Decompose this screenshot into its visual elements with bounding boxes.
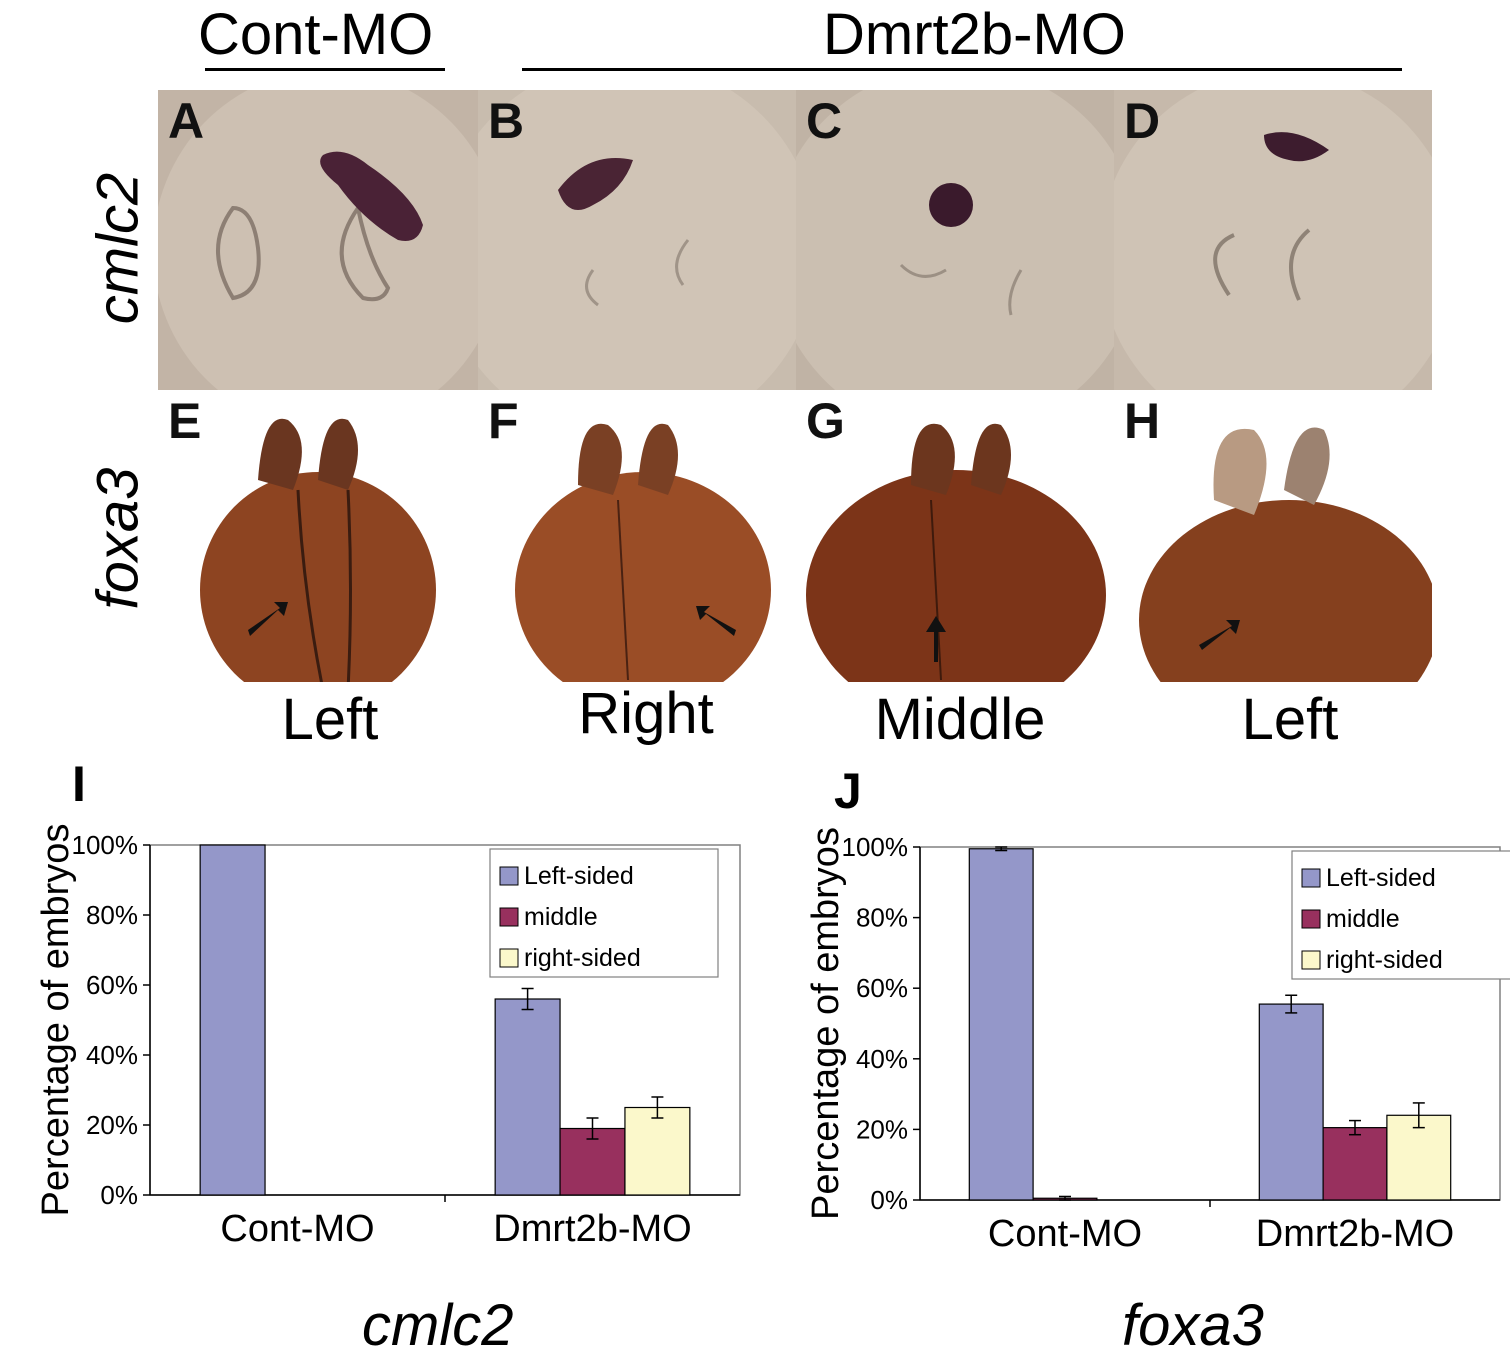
bar-chart-foxa3: Percentage of embryos 0% 20% 40% 60% 80% 100% C… — [805, 827, 1510, 1255]
side-label-h: Left — [1241, 687, 1339, 752]
chart-letter-i: I — [72, 756, 86, 812]
group-rule-cont-mo — [205, 68, 445, 71]
x-category-label-i-0: Cont-MO — [220, 1208, 374, 1250]
bar-chart-cmlc2: Percentage of embryos 0% 20% 40% 60% 80% 100% C… — [35, 824, 741, 1250]
panel-letter-d: D — [1124, 93, 1161, 149]
group-title-dmrt2b-mo: Dmrt2b-MO — [823, 2, 1126, 67]
panel-letter-b: B — [488, 93, 525, 149]
ylabel-j: Percentage of embryos — [805, 827, 847, 1220]
y-tick-label-j-1: 20% — [856, 1114, 908, 1144]
legend-box-i — [489, 848, 719, 978]
legend-swatch-j-1 — [1301, 909, 1321, 929]
x-category-label-j-0: Cont-MO — [988, 1213, 1142, 1255]
y-tick-label-j-4: 80% — [856, 903, 908, 933]
group-rule-dmrt2b-mo — [522, 68, 1402, 71]
row-label-cmlc2: cmlc2 — [85, 172, 151, 325]
group-title-cont-mo: Cont-MO — [198, 2, 434, 67]
bar-i-1-2 — [624, 1106, 691, 1196]
row-label-foxa3: foxa3 — [85, 467, 151, 610]
ylabel-i: Percentage of embryos — [35, 824, 77, 1217]
panel-d: D — [1114, 90, 1432, 390]
panel-letter-c: C — [806, 93, 843, 149]
chart-caption-foxa3: foxa3 — [1122, 1293, 1264, 1358]
legend-box-j — [1291, 850, 1510, 980]
y-tick-label-j-0: 0% — [870, 1185, 908, 1215]
bar-j-1-1 — [1322, 1127, 1388, 1201]
bar-j-1-2 — [1386, 1114, 1452, 1201]
bar-j-0-0 — [968, 848, 1034, 1201]
micrograph-b — [478, 90, 796, 390]
micrograph-e — [158, 390, 478, 682]
bar-j-1-0 — [1258, 1003, 1324, 1201]
panel-f: F — [478, 390, 796, 682]
legend-swatch-j-2 — [1301, 950, 1321, 970]
panel-letter-a: A — [168, 93, 205, 149]
panel-g: G — [796, 390, 1114, 682]
bar-i-1-0 — [494, 998, 561, 1196]
legend-swatch-j-0 — [1301, 868, 1321, 888]
legend-label-j-2: right-sided — [1326, 946, 1443, 974]
panel-e: E — [158, 390, 478, 682]
side-label-g: Middle — [874, 687, 1046, 752]
legend-swatch-i-1 — [499, 907, 519, 927]
y-tick-label-i-4: 80% — [86, 900, 138, 930]
micrograph-f — [478, 390, 796, 682]
legend-swatch-i-2 — [499, 948, 519, 968]
y-tick-label-i-3: 60% — [86, 970, 138, 1000]
legend-label-i-1: middle — [524, 903, 598, 931]
y-tick-label-i-5: 100% — [72, 830, 139, 860]
panel-c: C — [796, 90, 1114, 390]
panel-b: B — [478, 90, 796, 390]
y-tick-label-i-2: 40% — [86, 1040, 138, 1070]
legend-label-j-0: Left-sided — [1326, 864, 1436, 892]
legend-label-i-0: Left-sided — [524, 862, 634, 890]
y-tick-label-j-2: 40% — [856, 1044, 908, 1074]
panel-letter-f: F — [488, 393, 519, 449]
y-tick-label-i-1: 20% — [86, 1110, 138, 1140]
chart-letter-j: J — [834, 763, 862, 819]
legend-swatch-i-0 — [499, 866, 519, 886]
panel-a: A — [158, 90, 478, 390]
y-tick-label-j-3: 60% — [856, 973, 908, 1003]
x-category-label-j-1: Dmrt2b-MO — [1256, 1213, 1454, 1255]
micrograph-h — [1114, 390, 1432, 682]
bar-i-0-0 — [199, 844, 266, 1196]
side-label-e: Left — [281, 687, 379, 752]
x-category-label-i-1: Dmrt2b-MO — [493, 1208, 691, 1250]
y-tick-label-j-5: 100% — [842, 832, 909, 862]
micrograph-d — [1114, 90, 1432, 390]
panel-letter-h: H — [1124, 393, 1161, 449]
micrograph-g — [796, 390, 1114, 682]
legend-label-i-2: right-sided — [524, 944, 641, 972]
panel-letter-g: G — [806, 393, 845, 449]
y-tick-label-i-0: 0% — [100, 1180, 138, 1210]
panel-letter-e: E — [168, 393, 202, 449]
chart-caption-cmlc2: cmlc2 — [362, 1293, 514, 1358]
micrograph-a — [158, 90, 478, 390]
panel-h: H — [1114, 390, 1432, 682]
legend-label-j-1: middle — [1326, 905, 1400, 933]
micrograph-c — [796, 90, 1114, 390]
side-label-f: Right — [578, 681, 714, 746]
